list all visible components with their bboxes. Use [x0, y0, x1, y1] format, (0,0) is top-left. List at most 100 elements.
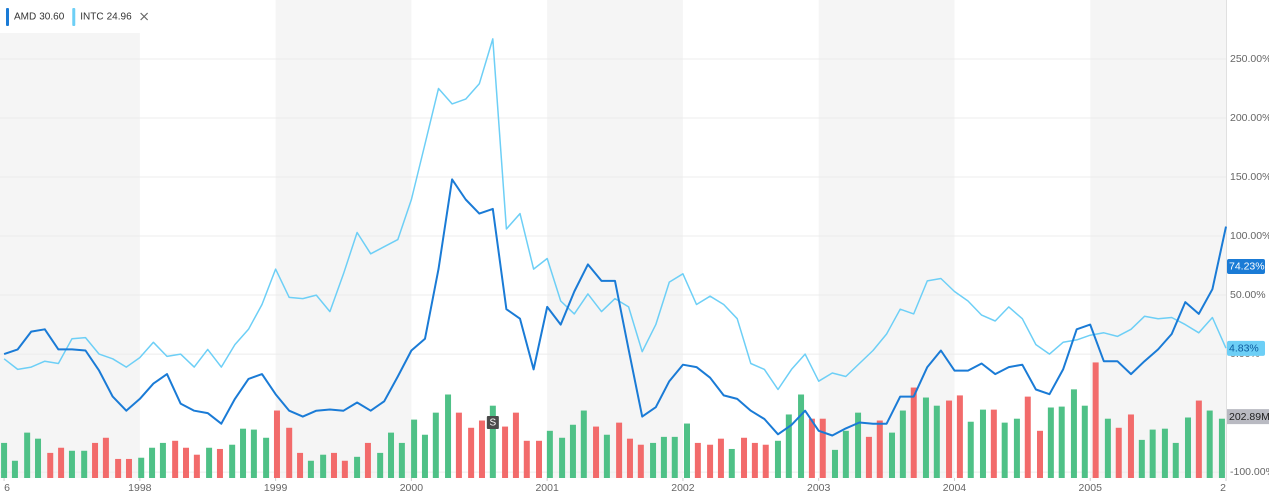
volume-bar	[671, 436, 678, 478]
year-band	[818, 0, 955, 478]
volume-bar	[240, 428, 247, 478]
volume-bar	[717, 438, 724, 478]
volume-bar	[694, 442, 701, 478]
volume-bar	[398, 442, 405, 478]
volume-bar	[785, 414, 792, 478]
volume-bar	[125, 458, 132, 478]
volume-bar	[364, 442, 371, 478]
year-band	[275, 0, 412, 478]
volume-bar	[650, 442, 657, 478]
volume-bar	[432, 412, 439, 478]
y-tick-label: 150.00%	[1230, 171, 1269, 183]
volume-bar	[1127, 414, 1134, 478]
legend-name: INTC	[80, 12, 103, 23]
volume-bar	[377, 452, 384, 478]
volume-bar	[307, 460, 314, 478]
volume-bar	[297, 452, 304, 478]
x-tick-label: 2000	[400, 482, 424, 494]
volume-bar	[707, 444, 714, 478]
volume-bar	[1218, 418, 1225, 478]
volume-bar	[899, 410, 906, 478]
volume-bar	[1013, 418, 1020, 478]
volume-bar	[1172, 442, 1179, 478]
volume-bar	[762, 444, 769, 478]
volume-bar	[683, 423, 690, 478]
volume-bar	[330, 452, 337, 478]
volume-bar	[546, 430, 553, 478]
volume-bar	[855, 412, 862, 478]
volume-bar	[411, 419, 418, 478]
volume-bar	[1149, 429, 1156, 478]
volume-bar	[102, 437, 109, 478]
volume-bar	[229, 444, 236, 478]
year-band	[0, 0, 140, 478]
volume-bar	[24, 432, 31, 478]
x-tick-label: 1998	[128, 482, 152, 494]
y-tick-label: 200.00%	[1230, 112, 1269, 124]
volume-bar	[502, 426, 509, 478]
volume-bar	[990, 409, 997, 478]
volume-bar	[286, 427, 293, 478]
volume-bar	[455, 412, 462, 478]
volume-bar	[1, 442, 8, 478]
volume-bar	[149, 447, 156, 478]
legend-price: 24.96	[107, 12, 132, 23]
volume-badge	[1227, 409, 1269, 425]
volume-bar	[1070, 389, 1077, 478]
volume-bar	[1184, 417, 1191, 478]
volume-bar	[831, 449, 838, 478]
volume-badge-label: 202.89M	[1229, 411, 1269, 423]
volume-bar	[842, 430, 849, 478]
volume-bar	[58, 447, 65, 478]
x-tick-label: 2	[1220, 482, 1226, 494]
volume-bar	[967, 421, 974, 478]
y-tick-label: 50.00%	[1230, 289, 1266, 301]
last-badge	[1227, 258, 1265, 274]
legend-close[interactable]	[140, 12, 149, 21]
volume-bar	[489, 405, 496, 478]
volume-bar	[263, 437, 270, 478]
y-tick-label: 100.00%	[1230, 230, 1269, 242]
volume-bar	[1115, 427, 1122, 478]
legend-name: AMD	[14, 12, 36, 23]
volume-bar	[910, 387, 917, 478]
x-tick-label: 6	[4, 482, 10, 494]
volume-bar	[889, 432, 896, 478]
volume-bar	[445, 394, 452, 478]
volume-bar	[876, 420, 883, 478]
volume-bar	[320, 454, 327, 478]
volume-bar	[478, 420, 485, 478]
volume-bar	[1036, 430, 1043, 478]
volume-bar	[421, 434, 428, 478]
x-tick-label: 1999	[264, 482, 288, 494]
volume-bar	[1081, 405, 1088, 478]
volume-bar	[172, 440, 179, 478]
volume-bar	[774, 440, 781, 478]
last-badge-label: 74.23%	[1229, 261, 1265, 273]
volume-bar	[808, 418, 815, 478]
volume-bar	[523, 440, 530, 478]
volume-bar	[956, 395, 963, 478]
volume-bar	[193, 454, 200, 478]
volume-bar	[865, 436, 872, 478]
volume-bar	[1161, 428, 1168, 478]
volume-bar	[1104, 418, 1111, 478]
volume-bar	[1092, 362, 1099, 478]
volume-bar	[616, 422, 623, 478]
x-tick-label: 2003	[807, 482, 831, 494]
price-line	[3, 38, 1227, 391]
volume-bar	[946, 400, 953, 478]
volume-bar	[81, 450, 88, 478]
year-band	[1090, 0, 1226, 478]
volume-bar	[559, 437, 566, 478]
volume-bar	[569, 424, 576, 478]
volume-bar	[728, 448, 735, 478]
volume-bar	[741, 437, 748, 478]
volume-bar	[250, 429, 257, 478]
volume-bar	[68, 450, 75, 478]
volume-bar	[183, 447, 190, 478]
volume-bar	[603, 434, 610, 478]
volume-bar	[1058, 406, 1065, 478]
